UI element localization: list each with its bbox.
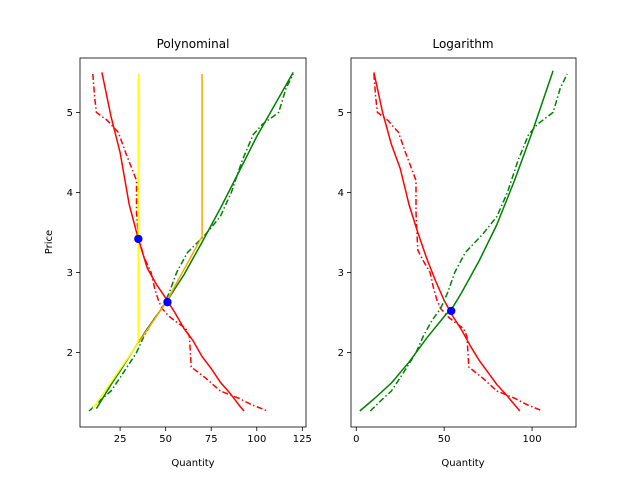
logarithm-ytick-label: 3 — [338, 268, 344, 279]
polynominal-xlabel: Quantity — [171, 458, 214, 469]
polynominal-orange-solid-line — [137, 74, 203, 344]
polynominal-green-solid-line — [95, 72, 294, 409]
polynominal-xtick-label: 75 — [205, 434, 218, 445]
logarithm-plot-area — [350, 57, 577, 428]
polynominal-ytick-label: 3 — [67, 268, 73, 279]
polynominal-panel: Polynominal Quantity Price 25 50 75 100 1252… — [44, 37, 312, 469]
logarithm-title: Logarithm — [432, 37, 493, 51]
logarithm-xtick-label: 50 — [438, 434, 451, 445]
logarithm-ytick-label: 2 — [338, 348, 344, 359]
logarithm-ytick-label: 5 — [338, 108, 344, 119]
polynominal-intersection-marker — [163, 297, 172, 307]
polynominal-intersection-marker — [134, 234, 143, 244]
polynominal-plot-area — [79, 57, 307, 428]
polynominal-red-dashdot-line — [92, 73, 268, 412]
polynominal-ylabel: Price — [44, 230, 55, 254]
logarithm-red-dashdot-line — [373, 73, 543, 412]
logarithm-ytick-label: 4 — [338, 188, 344, 199]
polynominal-xtick-label: 100 — [247, 434, 266, 445]
logarithm-green-dashdot-line — [369, 73, 568, 412]
logarithm-xlabel: Quantity — [441, 458, 484, 469]
polynominal-xtick-label: 50 — [159, 434, 172, 445]
polynominal-ytick-label: 4 — [67, 188, 73, 199]
logarithm-xtick-label: 0 — [353, 434, 359, 445]
polynominal-xtick-label: 25 — [114, 434, 127, 445]
logarithm-panel: Logarithm Quantity 0 50 100 2 3 4 5 — [338, 37, 577, 469]
logarithm-intersection-marker — [446, 306, 456, 316]
logarithm-green-solid-line — [359, 70, 554, 412]
polynominal-ytick-label: 2 — [67, 348, 73, 359]
polynominal-xtick-label: 125 — [293, 434, 312, 445]
polynominal-ytick-label: 5 — [67, 108, 73, 119]
polynominal-title: Polynominal — [157, 37, 230, 51]
polynominal-green-dashdot-line — [88, 73, 294, 412]
logarithm-xtick-label: 100 — [523, 434, 542, 445]
polynominal-red-solid-line — [101, 72, 245, 412]
